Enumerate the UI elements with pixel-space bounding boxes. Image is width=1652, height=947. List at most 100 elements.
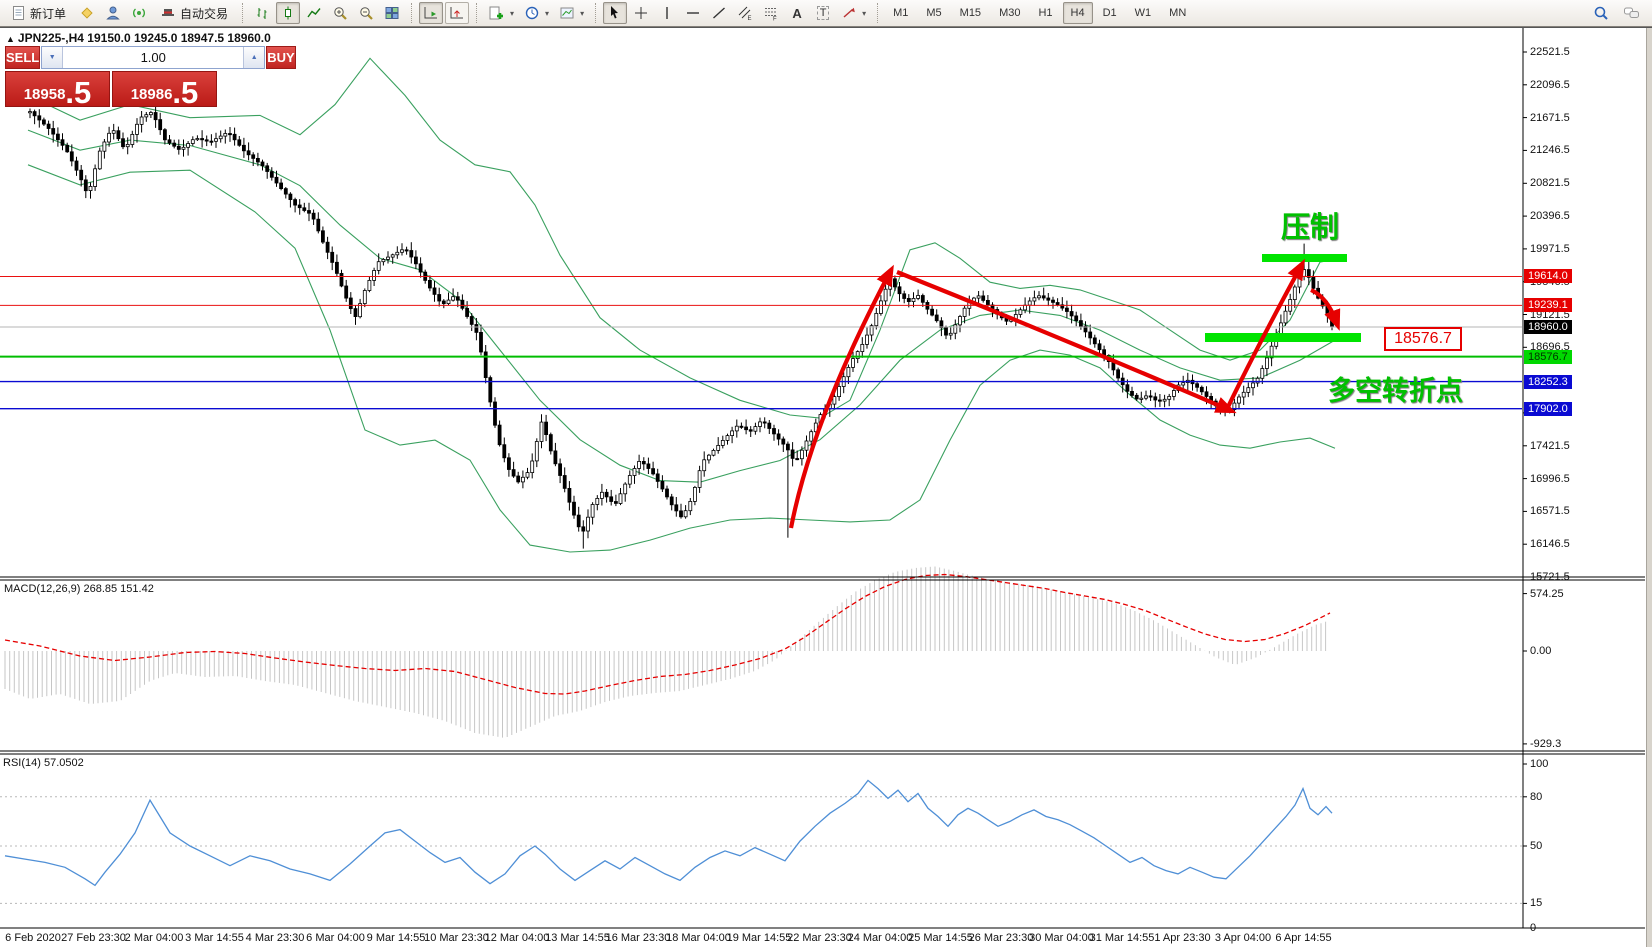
price-axis-tick: 16146.5	[1530, 538, 1570, 551]
bar-chart-button[interactable]	[250, 2, 274, 24]
timeframe-button-mn[interactable]: MN	[1169, 7, 1187, 19]
channel-button[interactable]: E	[733, 2, 757, 24]
buy-button[interactable]: BUY	[266, 46, 296, 69]
zoom-in-button[interactable]	[328, 2, 352, 24]
timeframe-button-m15[interactable]: M15	[959, 7, 982, 19]
volume-input[interactable]	[63, 47, 244, 68]
timeframe-button-m1[interactable]: M1	[893, 7, 909, 19]
trendline-button[interactable]	[707, 2, 731, 24]
time-axis-label: 30 Mar 04:00	[1029, 932, 1094, 944]
fibonacci-button[interactable]: F	[759, 2, 783, 24]
sell-button[interactable]: SELL	[5, 46, 41, 69]
new-order-button[interactable]: 新订单	[4, 2, 73, 24]
trend-arrows[interactable]	[788, 258, 1341, 529]
buy-price-display[interactable]: 18986.5	[112, 71, 217, 108]
clock-icon	[524, 5, 540, 21]
sell-price-display[interactable]: 18958.5	[5, 71, 110, 108]
new-order-icon	[11, 5, 26, 21]
text-button[interactable]: A	[785, 2, 809, 24]
price-axis-tick: 21246.5	[1530, 144, 1570, 157]
timeframe-button-h1[interactable]: H1	[1038, 7, 1053, 19]
shapes-button[interactable]: ▾	[837, 2, 870, 24]
timeframe-buttons: M1 M5 M15 M30 H1 H4 D1 W1 MN	[885, 2, 1194, 24]
chart-shift-button[interactable]	[445, 2, 470, 24]
label-tool-icon: T	[816, 6, 830, 20]
dropdown-arrow-icon: ▾	[862, 8, 867, 18]
time-axis-label: 6 Mar 04:00	[306, 932, 365, 944]
templates-button[interactable]: ▾	[555, 2, 588, 24]
chart-template-icon	[559, 5, 575, 21]
timeframe-button-w1[interactable]: W1	[1134, 7, 1152, 19]
candlestick-chart-button[interactable]	[276, 2, 301, 24]
rsi-axis-tick: 80	[1530, 790, 1543, 803]
bar-chart-icon	[254, 5, 270, 21]
timeframe-button-d1[interactable]: D1	[1102, 7, 1117, 19]
time-axis-label: 16 Mar 23:30	[605, 932, 671, 944]
time-axis-label: 3 Apr 04:00	[1214, 932, 1272, 944]
symbol-ohlc-line: ▲ JPN225-,H4 19150.0 19245.0 18947.5 1896…	[6, 31, 271, 45]
metaeditor-button[interactable]	[75, 2, 99, 24]
zoom-out-button[interactable]	[354, 2, 378, 24]
tile-windows-button[interactable]	[380, 2, 404, 24]
zoom-out-icon	[358, 5, 374, 21]
vertical-line-icon	[659, 5, 675, 21]
vertical-line-button[interactable]	[655, 2, 679, 24]
price-axis-tick: 21671.5	[1530, 111, 1570, 124]
svg-text:E: E	[748, 16, 752, 21]
horizontal-line-button[interactable]	[681, 2, 705, 24]
sell-price-main: 18958	[23, 86, 66, 103]
time-axis-label: 4 Mar 23:30	[245, 932, 305, 944]
chat-button[interactable]	[1619, 2, 1644, 24]
price-tag: 18576.7	[1524, 349, 1572, 364]
highlight-zones[interactable]	[1205, 254, 1361, 342]
tile-windows-icon	[384, 5, 400, 21]
trade-panel-prices: 18958.5 18986.5	[5, 71, 217, 108]
crosshair-button[interactable]	[629, 2, 653, 24]
line-chart-button[interactable]	[302, 2, 326, 24]
collapse-panel-icon[interactable]: ▲	[6, 34, 15, 44]
dropdown-arrow-icon: ▾	[510, 8, 515, 18]
fibonacci-icon: F	[763, 5, 779, 21]
one-click-trading-panel: SELL ▼ ▲ BUY 18958.5 18986.5	[5, 46, 296, 108]
signals-button[interactable]	[127, 2, 151, 24]
new-order-label: 新订单	[30, 6, 67, 21]
time-axis-label: 19 Mar 14:55	[726, 932, 792, 944]
time-axis-label: 10 Mar 23:30	[424, 932, 489, 944]
rsi-axis-tick: 50	[1530, 840, 1543, 852]
price-axis-tick: 22521.5	[1530, 46, 1570, 58]
time-axis-label: 25 Mar 14:55	[908, 932, 973, 944]
horizontal-price-lines[interactable]	[0, 276, 1522, 410]
timeframe-button-m5[interactable]: M5	[926, 7, 942, 19]
indicators-button[interactable]: ▾	[484, 2, 518, 24]
arrow-shape-icon	[841, 5, 857, 21]
buy-price-main: 18986	[130, 86, 173, 103]
auto-scroll-button[interactable]	[419, 2, 444, 24]
window-scrollbar[interactable]	[1646, 28, 1652, 947]
time-axis-label: 24 Mar 04:00	[847, 932, 913, 944]
timeframe-button-m30[interactable]: M30	[999, 7, 1021, 19]
toolbar: 新订单 自动交易 ▾ ▾	[0, 0, 1652, 27]
time-axis-label: 12 Mar 04:00	[484, 932, 550, 944]
profile-button[interactable]	[101, 2, 125, 24]
svg-text:F: F	[773, 17, 777, 22]
panel-separators	[0, 27, 1652, 929]
price-axis-tick: 20821.5	[1530, 177, 1570, 190]
search-button[interactable]	[1589, 2, 1613, 24]
autotrading-button[interactable]: 自动交易	[153, 2, 235, 24]
price-axis-tick: 16571.5	[1530, 505, 1570, 518]
rsi-axis-tick: 15	[1530, 897, 1543, 910]
time-axis-label: 9 Mar 14:55	[366, 932, 426, 944]
timeframe-button-h4[interactable]: H4	[1062, 2, 1093, 24]
periods-button[interactable]: ▾	[520, 2, 553, 24]
cursor-icon	[607, 5, 623, 21]
time-axis-label: 6 Apr 14:55	[1275, 932, 1332, 944]
macd-indicator-label: MACD(12,26,9) 268.85 151.42	[4, 583, 154, 595]
cursor-button[interactable]	[603, 2, 628, 24]
horizontal-line-icon	[685, 5, 701, 21]
price-tag: 17902.0	[1524, 401, 1572, 416]
text-label-button[interactable]: T	[811, 2, 835, 24]
price-axis-tick: 19971.5	[1530, 242, 1570, 255]
volume-increase-button[interactable]: ▲	[243, 47, 265, 68]
volume-decrease-button[interactable]: ▼	[42, 47, 64, 68]
